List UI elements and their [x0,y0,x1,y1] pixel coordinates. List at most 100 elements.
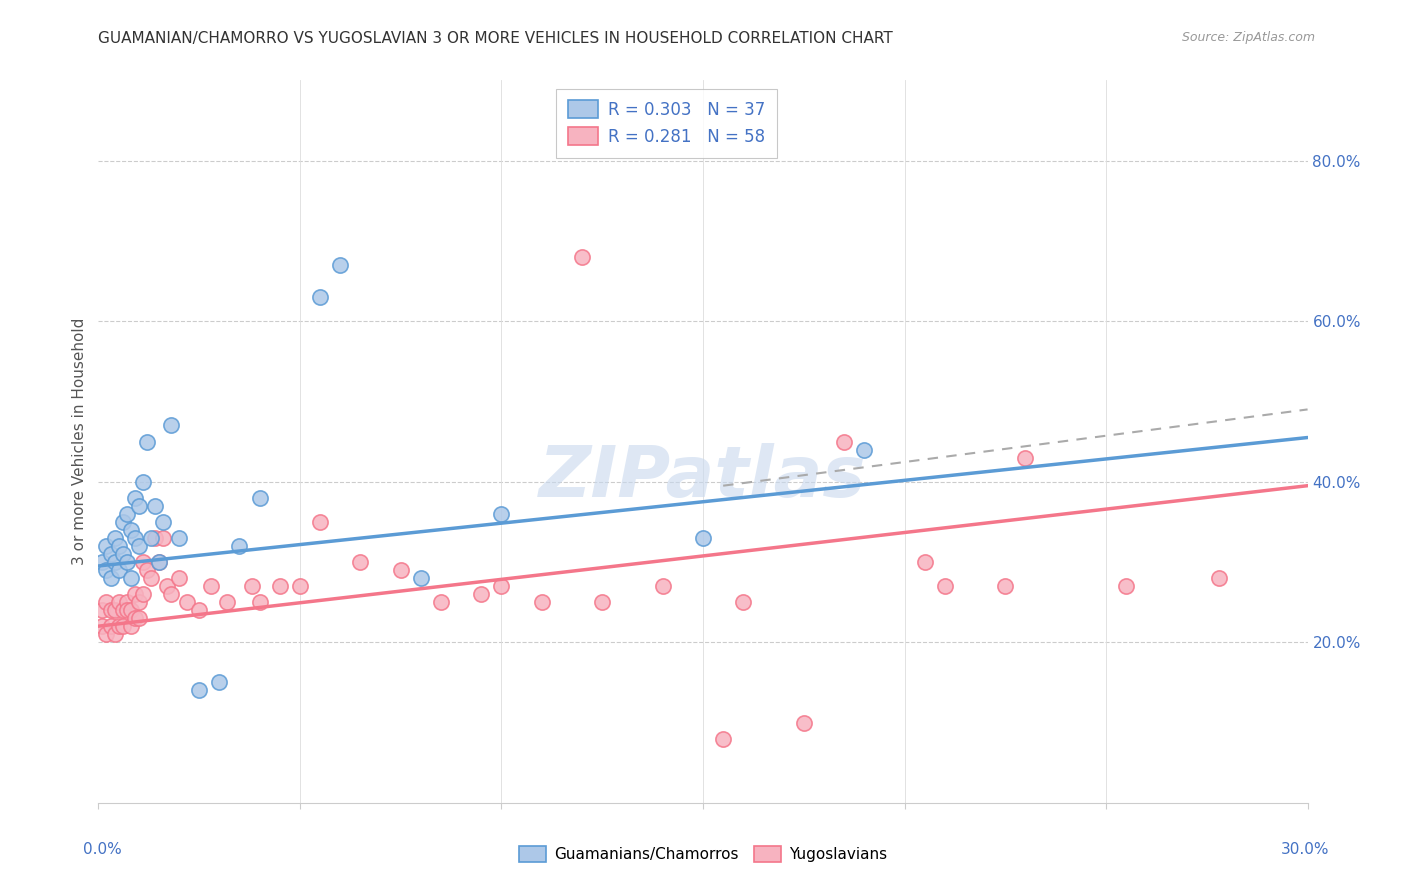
Point [711,731,734,746]
Point [176,595,198,609]
Point [148,555,170,569]
Point [389,563,412,577]
Point [143,499,166,513]
Point [188,683,211,698]
Point [96,539,118,553]
Point [100,603,122,617]
Point [128,539,150,553]
Text: Source: ZipAtlas.com: Source: ZipAtlas.com [1181,31,1315,45]
Point [100,571,122,585]
Point [591,595,613,609]
Point [1208,571,1230,585]
Point [107,539,129,553]
Point [139,571,162,585]
Point [103,531,125,545]
Point [208,675,231,690]
Point [409,571,432,585]
Y-axis label: 3 or more Vehicles in Household: 3 or more Vehicles in Household [72,318,87,566]
Point [309,515,332,529]
Point [994,579,1017,593]
Point [430,595,453,609]
Point [240,579,263,593]
Point [124,587,146,601]
Text: 0.0%: 0.0% [83,842,122,856]
Point [96,627,118,641]
Point [200,579,222,593]
Point [135,434,157,449]
Point [115,555,138,569]
Point [167,531,190,545]
Point [103,603,125,617]
Point [115,595,138,609]
Point [470,587,492,601]
Point [733,595,755,609]
Point [217,595,239,609]
Point [124,531,146,545]
Point [143,531,166,545]
Point [288,579,311,593]
Point [107,563,129,577]
Point [103,555,125,569]
Point [115,603,138,617]
Text: ZIPatlas: ZIPatlas [540,443,866,512]
Point [160,418,183,433]
Point [249,595,271,609]
Point [167,571,190,585]
Point [934,579,956,593]
Point [329,258,352,272]
Point [111,547,134,561]
Point [124,611,146,625]
Point [132,475,155,489]
Point [107,595,129,609]
Point [651,579,673,593]
Point [111,619,134,633]
Point [349,555,371,569]
Point [571,250,593,264]
Point [132,587,155,601]
Point [269,579,291,593]
Point [692,531,714,545]
Point [148,555,170,569]
Point [152,531,174,545]
Point [103,627,125,641]
Point [120,603,142,617]
Point [128,499,150,513]
Point [188,603,211,617]
Point [249,491,271,505]
Point [128,595,150,609]
Point [135,563,157,577]
Point [107,619,129,633]
Point [793,715,815,730]
Text: GUAMANIAN/CHAMORRO VS YUGOSLAVIAN 3 OR MORE VEHICLES IN HOUSEHOLD CORRELATION CH: GUAMANIAN/CHAMORRO VS YUGOSLAVIAN 3 OR M… [98,31,893,46]
Legend: Guamanians/Chamorros, Yugoslavians: Guamanians/Chamorros, Yugoslavians [513,839,893,868]
Point [91,555,114,569]
Point [853,442,876,457]
Point [111,603,134,617]
Point [120,619,142,633]
Point [100,547,122,561]
Point [491,579,513,593]
Point [156,579,179,593]
Point [132,555,155,569]
Text: 30.0%: 30.0% [1281,842,1329,856]
Point [914,555,936,569]
Point [96,595,118,609]
Point [96,563,118,577]
Point [115,507,138,521]
Point [100,619,122,633]
Point [491,507,513,521]
Point [111,515,134,529]
Point [1115,579,1137,593]
Legend: R = 0.303   N = 37, R = 0.281   N = 58: R = 0.303 N = 37, R = 0.281 N = 58 [557,88,778,158]
Point [160,587,183,601]
Point [152,515,174,529]
Point [91,603,114,617]
Point [128,611,150,625]
Point [530,595,553,609]
Point [124,491,146,505]
Point [832,434,855,449]
Point [1014,450,1036,465]
Point [139,531,162,545]
Point [309,290,332,304]
Point [91,619,114,633]
